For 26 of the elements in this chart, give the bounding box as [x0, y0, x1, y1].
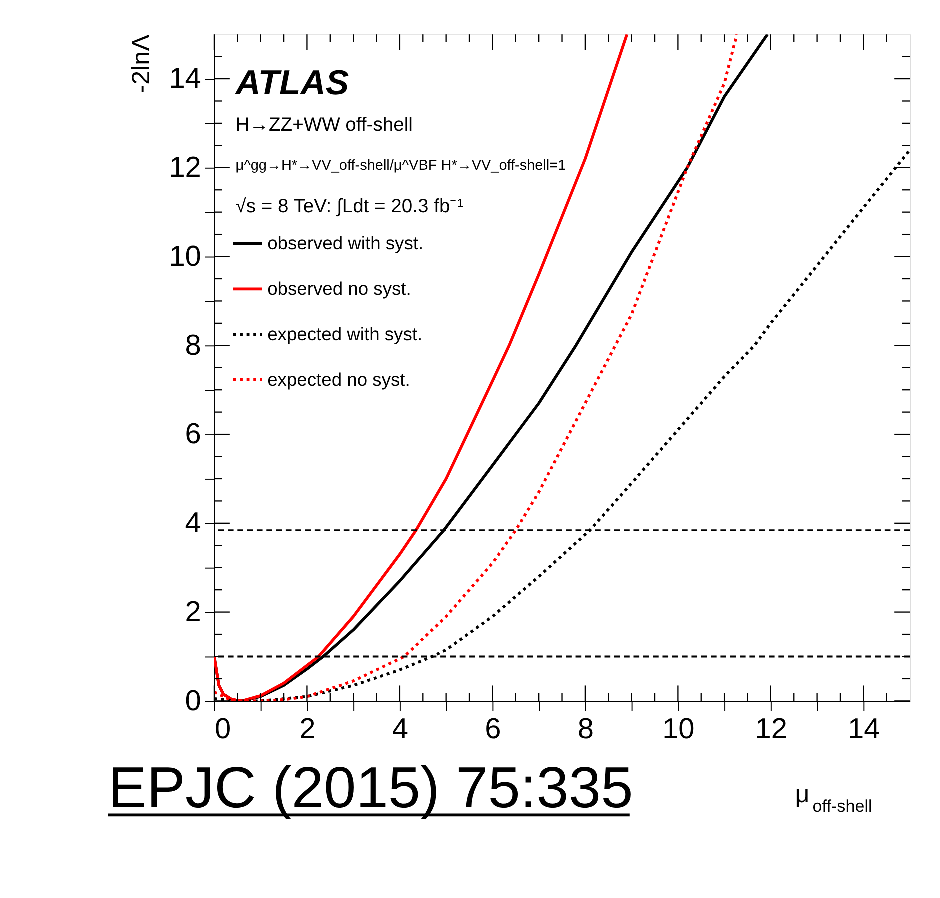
- legend-label: observed with syst.: [268, 232, 424, 254]
- x-tick-label: 4: [392, 713, 409, 746]
- y-tick-label: 4: [185, 508, 202, 540]
- text: EPJC (2015) 75:335: [108, 756, 634, 820]
- x-tick-label: 0: [214, 713, 232, 746]
- legend-label: expected with syst.: [268, 323, 423, 344]
- x-tick-label: 8: [578, 713, 594, 746]
- annotation: ATLAS: [234, 64, 350, 102]
- y-tick-label: 14: [169, 63, 202, 96]
- x-tick-label: 10: [662, 713, 695, 746]
- y-tick-label: 12: [169, 152, 202, 184]
- x-tick-label: 2: [300, 713, 316, 746]
- annotation: √s = 8 TeV: ∫Ldt = 20.3 fb⁻¹: [236, 196, 464, 218]
- y-tick-label: 8: [185, 330, 202, 362]
- annotation: μ^gg→H*→VV_off-shell/μ^VBF H*→VV_off-shell=1: [236, 158, 566, 174]
- y-axis-title: -2lnΛ: [128, 34, 156, 94]
- x-tick-label: 12: [755, 713, 788, 746]
- y-tick-label: 6: [185, 418, 202, 451]
- x-tick-label: 6: [485, 713, 502, 746]
- y-tick-label: 0: [185, 685, 202, 718]
- y-tick-label: 10: [169, 240, 202, 273]
- annotation: H→ZZ+WW off-shell: [236, 115, 413, 136]
- x-tick-label: 14: [848, 713, 880, 746]
- legend-label: expected no syst.: [268, 368, 410, 390]
- y-tick-label: 2: [185, 596, 202, 628]
- legend-label: observed no syst.: [268, 278, 412, 299]
